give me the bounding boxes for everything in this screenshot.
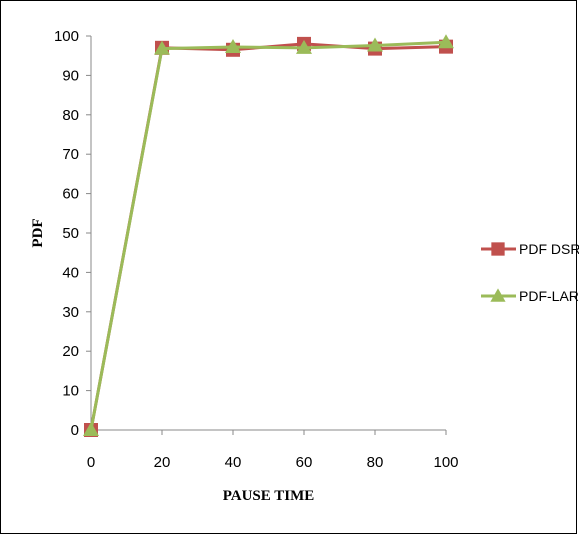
marker-triangle <box>490 288 506 302</box>
y-axis-title: PDF <box>30 218 46 247</box>
y-tick-label: 70 <box>62 146 79 163</box>
y-tick-label: 30 <box>62 304 79 321</box>
series-pdf-lar <box>83 34 454 436</box>
series-layer <box>83 34 454 437</box>
series-pdf-dsr <box>84 36 453 437</box>
marker-square <box>491 242 505 256</box>
series-line <box>89 42 447 431</box>
legend-item: PDF DSR <box>481 241 579 257</box>
y-tick-label: 20 <box>62 343 79 360</box>
x-tick-label: 60 <box>296 454 313 471</box>
x-tick-label: 0 <box>87 454 95 471</box>
y-tick-label: 0 <box>71 422 79 439</box>
y-tick-label: 50 <box>62 225 79 242</box>
legend: PDF DSR PDF-LAR <box>481 241 579 304</box>
y-tick-label: 100 <box>54 28 79 45</box>
y-axis-ticks: 0 10 20 30 40 50 60 70 80 90 100 <box>54 28 91 439</box>
legend-label: PDF DSR <box>519 241 579 257</box>
y-tick-label: 60 <box>62 186 79 203</box>
y-tick-label: 10 <box>62 383 79 400</box>
legend-label: PDF-LAR <box>519 288 579 304</box>
marker-triangle <box>83 422 99 436</box>
y-tick-label: 40 <box>62 264 79 281</box>
marker-triangle <box>154 40 170 55</box>
marker-triangle <box>225 39 241 54</box>
x-tick-label: 80 <box>367 454 384 471</box>
x-axis-ticks: 0 20 40 60 80 100 <box>87 430 459 471</box>
marker-triangle <box>296 39 312 54</box>
x-tick-label: 40 <box>225 454 242 471</box>
marker-triangle <box>367 37 383 52</box>
x-tick-label: 100 <box>433 454 458 471</box>
x-axis-title: PAUSE TIME <box>223 488 315 504</box>
y-tick-label: 80 <box>62 107 79 124</box>
x-tick-label: 20 <box>154 454 171 471</box>
marker-triangle <box>438 34 454 49</box>
y-tick-label: 90 <box>62 67 79 84</box>
legend-item: PDF-LAR <box>481 288 579 304</box>
series-line <box>89 40 447 431</box>
